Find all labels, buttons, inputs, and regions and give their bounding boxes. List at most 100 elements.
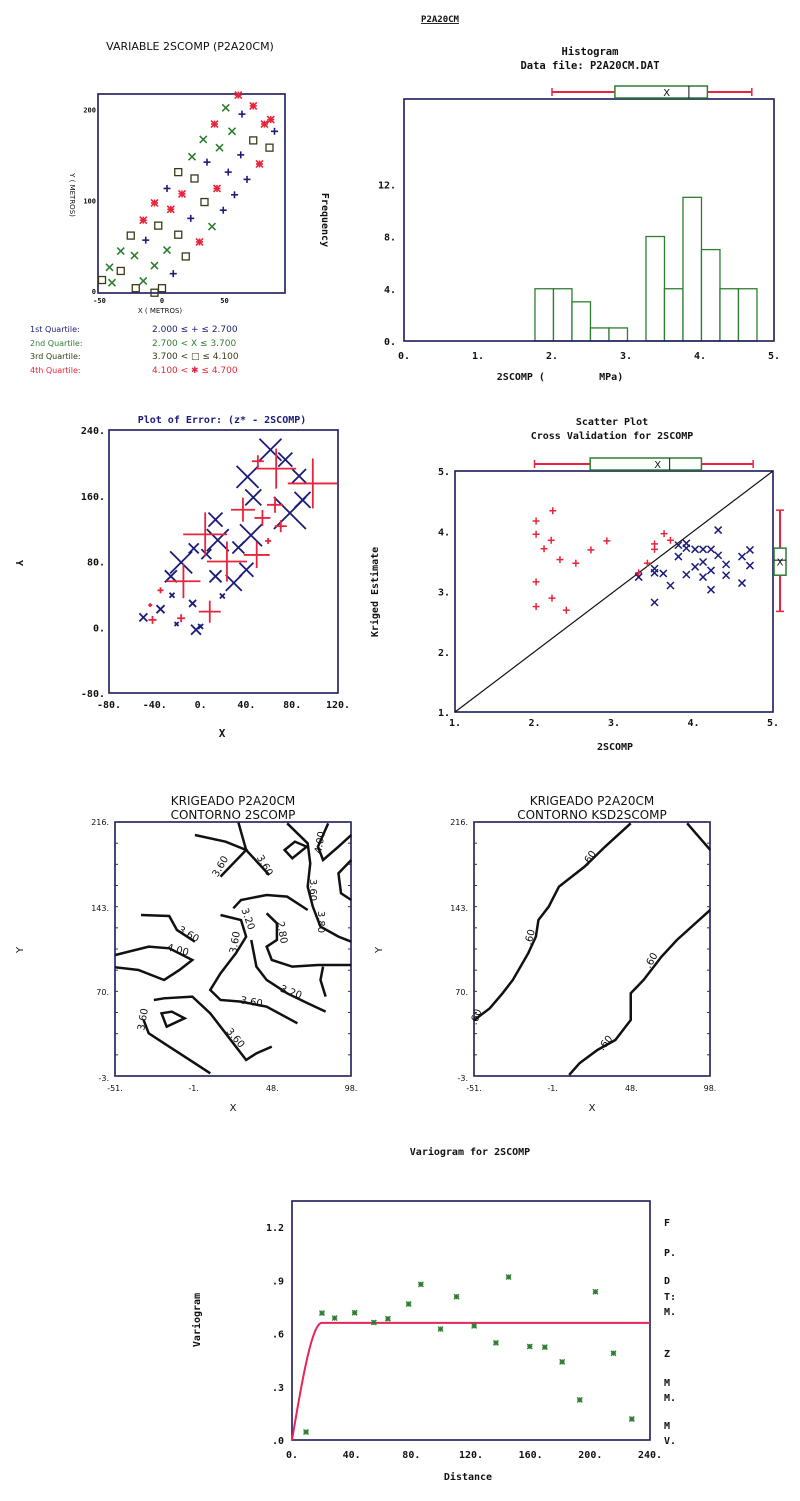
marker-stroke <box>303 1429 310 1436</box>
marker-stroke <box>212 184 222 193</box>
x-marker <box>258 438 283 462</box>
square-marker <box>150 288 159 297</box>
x-marker <box>199 135 208 144</box>
contour-line <box>210 915 297 1023</box>
plus-marker <box>251 455 264 468</box>
side-label: M. <box>664 1393 676 1404</box>
y-tick-label: 100 <box>83 197 96 205</box>
contour-line <box>285 842 307 859</box>
marker-stroke <box>674 552 683 561</box>
star-marker <box>610 1350 617 1357</box>
square-marker <box>181 252 190 261</box>
marker-stroke <box>188 542 200 555</box>
x-marker <box>168 592 176 599</box>
x-marker <box>215 143 224 152</box>
plus-marker <box>243 541 270 568</box>
contour-label: .60 <box>643 951 660 970</box>
marker-stroke <box>370 1319 377 1326</box>
marker-stroke <box>187 152 197 161</box>
x-tick-label: 2. <box>528 718 540 729</box>
x-marker <box>244 488 262 507</box>
star-marker <box>318 1310 325 1317</box>
reference-line <box>454 470 774 713</box>
histogram-bar <box>737 288 758 342</box>
marker-square <box>174 167 183 177</box>
contour-line <box>474 823 630 1020</box>
legend-label: 4th Quartile: <box>30 366 81 375</box>
contour-label: 4.00 <box>165 942 189 958</box>
x-marker <box>206 528 230 552</box>
contour1-subtitle: CONTORNO 2SCOMP <box>171 808 296 822</box>
x-marker <box>699 573 708 582</box>
x-marker <box>277 451 293 468</box>
side-label: V. <box>664 1436 676 1447</box>
plus-marker <box>231 191 238 199</box>
marker-stroke <box>318 1310 325 1317</box>
y-tick-label: 5. <box>438 467 450 478</box>
x-marker <box>207 222 217 231</box>
contour-label: 3.60 <box>136 1008 151 1032</box>
square-marker <box>200 197 209 207</box>
y-tick-label: -3. <box>457 1074 468 1083</box>
plus-marker <box>256 448 297 489</box>
marker-stroke <box>177 189 187 198</box>
x-marker <box>169 550 193 574</box>
marker-stroke <box>745 561 754 570</box>
star-marker <box>370 1319 377 1326</box>
marker-stroke <box>666 581 675 590</box>
x-tick-label: 5. <box>768 351 780 362</box>
marker-stroke <box>492 1339 499 1346</box>
contour-line <box>233 895 307 910</box>
plus-marker <box>237 151 245 159</box>
marker-stroke <box>706 545 716 554</box>
legend-row-q1: 1st Quartile: 2.000 ≤ + ≤ 2.700 <box>30 325 238 335</box>
x-marker <box>164 569 178 583</box>
x-marker <box>162 246 172 255</box>
marker-stroke <box>634 573 643 582</box>
variogram-ylabel: Variogram <box>191 1293 203 1347</box>
error-plot-xlabel: X <box>219 727 226 740</box>
x-marker <box>231 540 246 555</box>
legend-row-q3: 3rd Quartile: 3.700 < □ ≤ 4.100 <box>30 352 239 362</box>
contour-label: 2.80 <box>274 921 289 945</box>
x-marker <box>197 623 204 630</box>
x-marker <box>650 568 659 577</box>
plus-marker <box>643 559 651 567</box>
x-marker <box>155 604 166 614</box>
marker-stroke <box>714 526 723 535</box>
marker-stroke <box>722 571 731 580</box>
marker-stroke <box>164 569 178 583</box>
marker-stroke <box>105 263 114 272</box>
marker-stroke <box>351 1309 358 1316</box>
cross-validation-chart: Scatter Plot Cross Validation for 2SCOMP… <box>369 417 787 753</box>
location-map-ylabel: Y ( METROS) <box>68 172 76 217</box>
legend-label: 1st Quartile: <box>30 325 80 334</box>
histogram-bar <box>682 196 703 342</box>
contour-label: 3.60 <box>254 853 275 878</box>
star-marker <box>210 120 219 129</box>
x-marker <box>208 569 223 583</box>
marker-stroke <box>238 562 255 578</box>
cv-boxplot-y: X <box>773 509 787 613</box>
marker-stroke <box>737 552 747 561</box>
contour2-title: KRIGEADO P2A20CM <box>530 794 654 808</box>
star-marker <box>592 1288 599 1295</box>
marker-square <box>126 231 135 240</box>
star-marker <box>559 1358 566 1365</box>
y-tick-label: 216. <box>91 818 109 827</box>
contour-label: 4.00 <box>313 831 328 855</box>
y-tick-label: 200 <box>83 107 96 115</box>
plus-marker <box>198 600 221 623</box>
plus-marker <box>532 517 540 525</box>
y-tick-label: 216. <box>450 818 468 827</box>
marker-square <box>249 136 258 145</box>
marker-square <box>97 275 107 285</box>
histogram-title: Histogram <box>562 46 619 58</box>
x-tick-label: 0. <box>398 351 410 362</box>
x-tick-label: 1. <box>472 351 484 362</box>
y-tick-label: 4. <box>438 527 450 538</box>
x-tick-label: 4. <box>694 351 706 362</box>
plus-marker <box>572 559 580 567</box>
square-marker <box>249 136 258 145</box>
x-tick-label: -50 <box>93 297 106 305</box>
